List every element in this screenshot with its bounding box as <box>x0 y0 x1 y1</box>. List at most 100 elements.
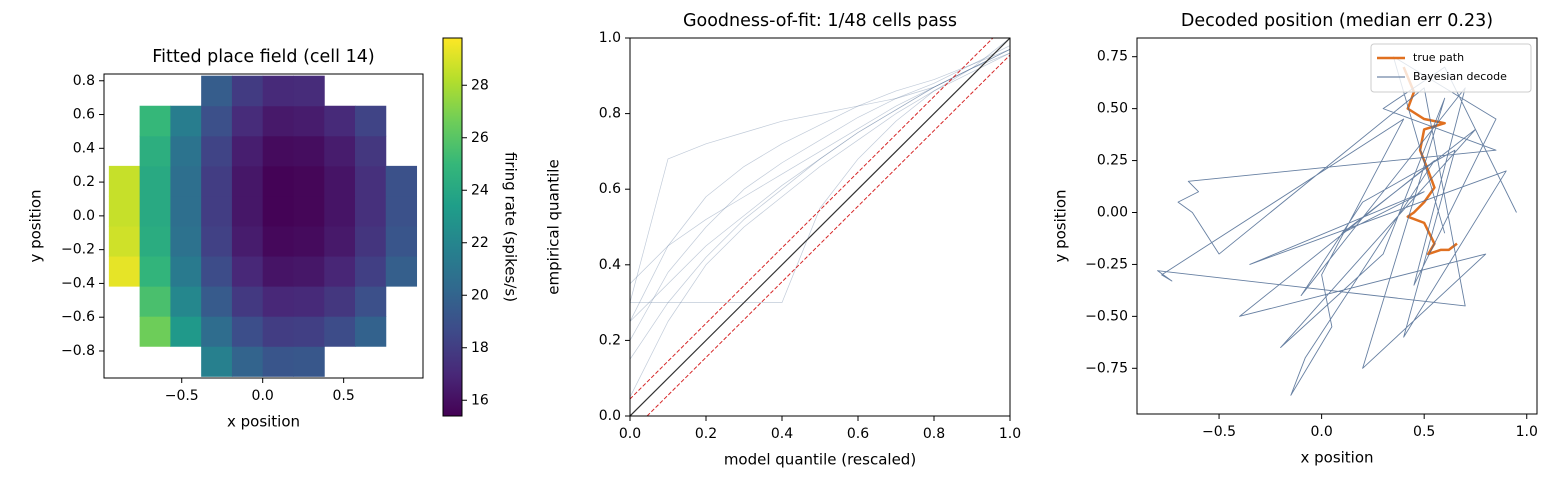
heatmap-cell <box>108 195 141 227</box>
y-tick-label: 0.75 <box>1097 49 1128 65</box>
legend-box <box>1370 43 1532 93</box>
y-tick-label: −0.8 <box>61 343 95 359</box>
series-line <box>630 49 1010 341</box>
heatmap-cell <box>354 165 387 197</box>
heatmap-cell <box>201 195 233 227</box>
axes-frame <box>1136 37 1538 415</box>
heatmap-cell <box>324 256 356 287</box>
y-tick-label: 0.2 <box>599 332 621 348</box>
heatmap-cell <box>139 226 171 257</box>
heatmap-cell <box>293 105 325 137</box>
heatmap-cell <box>139 316 171 347</box>
x-tick-label: 1.0 <box>999 426 1021 442</box>
heatmap-cell <box>354 105 387 137</box>
x-tick-label: 0.0 <box>252 388 274 404</box>
heatmap-cell <box>139 286 171 317</box>
series-line <box>630 38 1010 303</box>
x-axis-label: model quantile (rescaled) <box>724 451 916 469</box>
heatmap-cell <box>201 316 233 347</box>
heatmap-cell <box>201 286 233 317</box>
heatmap-cell <box>262 286 294 317</box>
x-tick-label: 1.0 <box>1516 424 1538 440</box>
heatmap-cell <box>201 135 233 167</box>
heatmap-cell <box>108 226 141 257</box>
series-line <box>1157 56 1517 396</box>
y-tick-label: 0.4 <box>73 140 95 156</box>
legend-label: Bayesian decode <box>1413 70 1507 83</box>
y-tick-label: 0.4 <box>599 257 621 273</box>
series-line <box>630 45 1010 322</box>
y-axis-label: y position <box>27 189 45 262</box>
series-line <box>1402 66 1458 256</box>
y-tick-label: 0.0 <box>599 408 621 424</box>
y-tick-label: 0.00 <box>1097 204 1128 220</box>
x-tick-label: 0.5 <box>333 388 355 404</box>
heatmap-cell <box>231 316 264 347</box>
heatmap-cell <box>108 165 141 197</box>
heatmap-cell <box>262 105 294 137</box>
heatmap-cell <box>354 256 387 287</box>
y-tick-label: −0.50 <box>1085 308 1128 324</box>
heatmap-cell <box>262 75 294 107</box>
heatmap-cell <box>170 165 202 197</box>
colorbar-label: firing rate (spikes/s) <box>502 152 520 302</box>
series-line <box>630 38 1010 416</box>
y-tick-label: −0.2 <box>61 242 95 258</box>
y-tick-label: 1.0 <box>599 30 621 46</box>
series-line <box>646 54 1010 416</box>
heatmap-cell <box>262 165 294 197</box>
x-axis-label: x position <box>1300 449 1373 467</box>
heatmap-cell <box>293 135 325 167</box>
heatmap-cell <box>262 256 294 287</box>
x-tick-label: 0.4 <box>771 426 793 442</box>
x-tick-label: 0.0 <box>619 426 641 442</box>
x-tick-label: 0.6 <box>847 426 869 442</box>
heatmap-cell <box>293 346 325 377</box>
heatmap-cell <box>324 195 356 227</box>
x-tick-label: −0.5 <box>1202 424 1236 440</box>
x-axis-label: x position <box>227 413 300 431</box>
heatmap-cell <box>170 226 202 257</box>
heatmap-cell <box>201 256 233 287</box>
y-tick-label: −0.25 <box>1085 256 1128 272</box>
heatmap-cell <box>385 165 418 197</box>
colorbar-tick-label: 24 <box>471 182 489 198</box>
axes-frame <box>629 37 1011 417</box>
heatmap-cell <box>324 135 356 167</box>
colorbar <box>442 37 463 417</box>
heatmap-cell <box>231 105 264 137</box>
heatmap-cell <box>139 135 171 167</box>
plot-area <box>630 38 1010 416</box>
y-tick-label: −0.75 <box>1085 360 1128 376</box>
heatmap-cell <box>324 165 356 197</box>
heatmap-cell <box>231 75 264 107</box>
heatmap-cell <box>170 316 202 347</box>
x-tick-label: 0.8 <box>923 426 945 442</box>
colorbar-tick-label: 26 <box>471 130 489 146</box>
heatmap-cell <box>108 256 141 287</box>
heatmap-cell <box>385 256 418 287</box>
chart-title: Goodness-of-fit: 1/48 cells pass <box>683 11 957 31</box>
y-tick-label: 0.25 <box>1097 153 1128 169</box>
heatmap-cell <box>262 195 294 227</box>
heatmap-cell <box>231 135 264 167</box>
heatmap-cell <box>231 346 264 377</box>
heatmap-cell <box>201 346 233 377</box>
y-tick-label: 0.50 <box>1097 101 1128 117</box>
heatmap-cell <box>354 226 387 257</box>
axes-frame <box>103 73 424 379</box>
heatmap-cell <box>170 195 202 227</box>
heatmap-cell <box>231 256 264 287</box>
heatmap-cell <box>231 165 264 197</box>
chart-title: Fitted place field (cell 14) <box>152 47 374 67</box>
heatmap-cell <box>293 75 325 107</box>
heatmap-cell <box>262 135 294 167</box>
y-tick-label: 0.6 <box>599 181 621 197</box>
heatmap-cell <box>324 286 356 317</box>
y-tick-label: −0.6 <box>61 309 95 325</box>
colorbar-tick-label: 20 <box>471 287 489 303</box>
y-tick-label: 0.8 <box>73 73 95 89</box>
x-tick-label: 0.0 <box>1310 424 1332 440</box>
colorbar-tick-label: 18 <box>471 340 489 356</box>
